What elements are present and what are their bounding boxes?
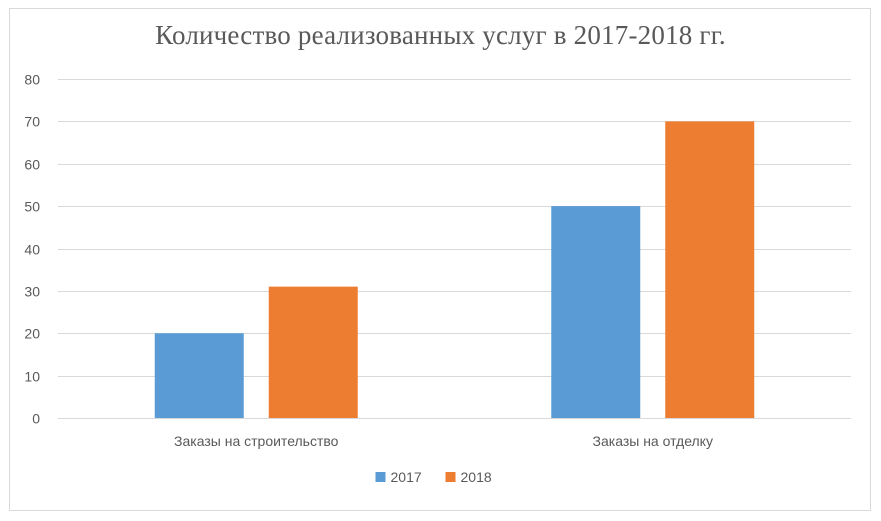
y-tick-label: 80 xyxy=(24,72,40,88)
y-tick-label: 50 xyxy=(24,199,40,215)
bar-2018-2 xyxy=(665,121,755,418)
legend-label-2018: 2018 xyxy=(461,469,492,485)
y-tick-label: 0 xyxy=(32,411,40,427)
x-axis-labels: Заказы на строительство Заказы на отделку xyxy=(174,433,713,449)
bars xyxy=(154,121,755,418)
x-category-label: Заказы на отделку xyxy=(593,433,713,449)
y-tick-label: 70 xyxy=(24,114,40,130)
y-axis-ticks: 0 10 20 30 40 50 60 70 80 xyxy=(24,72,40,427)
x-category-label: Заказы на строительство xyxy=(174,433,339,449)
y-tick-label: 60 xyxy=(24,157,40,173)
y-tick-label: 40 xyxy=(24,242,40,258)
bar-2018-1 xyxy=(268,286,358,418)
chart-title: Количество реализованных услуг в 2017-20… xyxy=(155,20,726,50)
legend-swatch-2017 xyxy=(375,472,386,482)
bar-2017-1 xyxy=(154,333,244,418)
legend-swatch-2018 xyxy=(445,472,456,482)
bar-2017-2 xyxy=(551,206,641,418)
legend-label-2017: 2017 xyxy=(391,469,422,485)
y-tick-label: 10 xyxy=(24,369,40,385)
y-tick-label: 20 xyxy=(24,326,40,342)
y-tick-label: 30 xyxy=(24,284,40,300)
legend: 2017 2018 xyxy=(375,469,492,485)
